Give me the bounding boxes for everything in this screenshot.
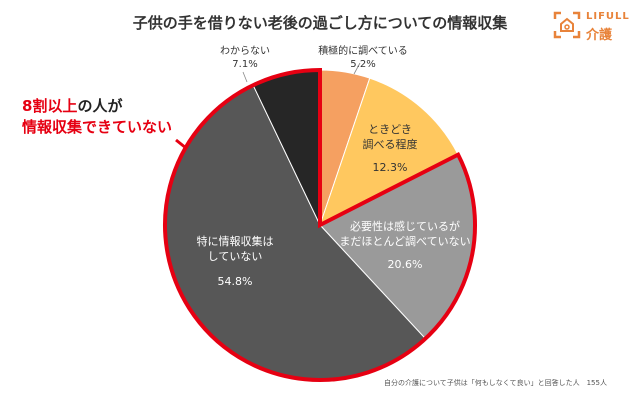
annotation-callout: 8割以上の人が 情報収集できていない — [22, 96, 172, 138]
slice-label: 特に情報収集は — [196, 235, 274, 248]
slice-label: していない — [207, 250, 263, 263]
annotation-highlight: 8割以上 — [22, 97, 78, 115]
slice-label: ときどき — [368, 123, 412, 136]
leader-line-sekkyoku — [353, 62, 361, 75]
slice-label: わからない — [220, 46, 270, 57]
slice-label: まだほとんど調べていない — [339, 235, 471, 248]
slice-label: 調べる程度 — [362, 138, 418, 151]
chart-title: 子供の手を借りない老後の過ごし方についての情報収集 — [132, 14, 508, 32]
slice-label: 必要性は感じているが — [350, 220, 460, 233]
lifull-logo: LIFULL 介護 — [552, 10, 638, 44]
annotation-text-2: 情報収集できていない — [22, 118, 173, 136]
house-logo-icon — [553, 11, 581, 39]
footnote: 自分の介護について子供は「何もしなくて良い」と回答した人 155人 — [384, 379, 607, 387]
slice-value: 20.6% — [387, 258, 423, 271]
slice-value: 12.3% — [372, 161, 408, 174]
logo-text: LIFULL — [586, 11, 630, 22]
callout-pointer — [175, 138, 187, 150]
pie-slice-1 — [319, 77, 459, 227]
label-wakaranai: わからない 7.1% — [200, 45, 290, 71]
highlight-outline — [163, 67, 477, 382]
label-hitsuyousei: 必要性は感じているが まだほとんど調べていない 20.6% — [330, 219, 480, 272]
label-sekkyoku: 積極的に調べている 5.2% — [308, 45, 418, 71]
slice-value: 5.2% — [350, 59, 376, 70]
label-tokuni: 特に情報収集は していない 54.8% — [180, 234, 290, 289]
slice-value: 7.1% — [232, 59, 258, 70]
slice-label: 積極的に調べている — [318, 46, 408, 57]
logo-text-kaigo: 介護 — [586, 28, 613, 43]
slice-value: 54.8% — [217, 275, 253, 288]
annotation-text: の人が — [77, 97, 123, 115]
leader-line-wakaranai — [242, 71, 248, 83]
label-tokidoki: ときどき 調べる程度 12.3% — [340, 122, 440, 175]
